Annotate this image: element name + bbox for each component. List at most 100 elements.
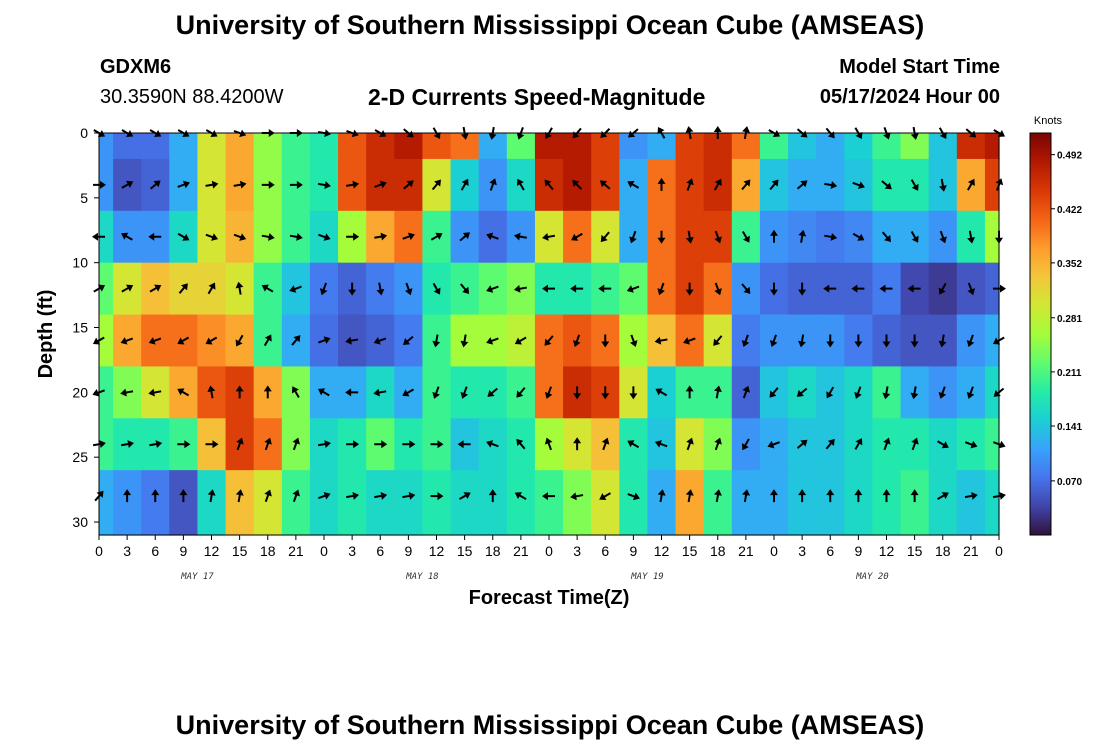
- current-arrow: [150, 180, 161, 190]
- current-arrow: [629, 230, 637, 244]
- y-tick-label: 10: [72, 255, 88, 271]
- current-arrow: [489, 178, 497, 191]
- current-arrow: [796, 180, 808, 190]
- current-arrow: [654, 336, 668, 345]
- current-arrow: [910, 179, 919, 191]
- current-arrow: [486, 232, 499, 241]
- current-arrow: [573, 437, 582, 451]
- current-arrow: [657, 282, 665, 296]
- y-tick-label: 15: [72, 320, 88, 336]
- day-label: MAY 19: [630, 572, 664, 582]
- current-arrow: [487, 387, 498, 397]
- heatmap-cell: [591, 470, 620, 536]
- current-arrow: [629, 334, 638, 348]
- x-tick-label: 21: [738, 543, 754, 559]
- current-arrow: [402, 440, 416, 449]
- current-arrow: [741, 334, 750, 348]
- current-arrow: [992, 336, 1005, 345]
- current-arrow: [542, 284, 555, 293]
- heatmap-cell: [703, 470, 733, 536]
- current-arrow: [374, 232, 388, 241]
- current-arrow: [291, 335, 301, 346]
- current-arrow: [826, 489, 835, 503]
- heatmap-cell: [619, 133, 649, 160]
- current-arrow: [767, 440, 780, 449]
- heatmap-cell: [225, 470, 255, 536]
- model-start-value: 05/17/2024 Hour 00: [819, 86, 1000, 108]
- current-arrow: [713, 489, 722, 503]
- colorbar-tick-label: 0.281: [1057, 314, 1082, 325]
- current-arrow: [627, 440, 640, 449]
- current-arrow: [685, 230, 694, 244]
- current-arrow: [403, 180, 414, 190]
- heatmap-cell: [422, 470, 452, 536]
- heatmap-cell: [225, 133, 255, 160]
- current-arrow: [373, 337, 387, 345]
- heatmap-cell: [816, 470, 845, 536]
- heatmap-cell: [984, 158, 1000, 212]
- x-tick-label: 3: [348, 543, 356, 559]
- current-arrow: [966, 334, 975, 348]
- current-arrow: [966, 386, 975, 399]
- x-tick-label: 0: [545, 543, 553, 559]
- heatmap-cell: [816, 133, 845, 160]
- heatmap-cell: [872, 470, 902, 536]
- current-arrow: [94, 490, 104, 502]
- current-arrow: [233, 180, 247, 189]
- current-arrow: [516, 178, 525, 191]
- heatmap-cell: [563, 470, 592, 536]
- current-arrow: [685, 282, 694, 296]
- x-tick-label: 12: [879, 543, 895, 559]
- heatmap-cell: [113, 470, 142, 536]
- current-arrow: [177, 180, 190, 189]
- current-arrow: [460, 126, 469, 140]
- current-arrow: [798, 282, 807, 296]
- current-arrow: [120, 388, 134, 397]
- heatmap-cell: [394, 470, 424, 536]
- colorbar-unit-label: Knots: [1034, 115, 1063, 127]
- heatmap-cell: [731, 133, 761, 160]
- x-tick-label: 12: [654, 543, 670, 559]
- current-arrow: [460, 178, 469, 191]
- current-arrow: [742, 385, 750, 399]
- x-tick-label: 0: [320, 543, 328, 559]
- current-arrow: [823, 284, 837, 293]
- heatmap-cell: [141, 470, 170, 536]
- colorbar: Knots 0.492 0.422 0.352 0.281 0.211 0.141 0.070: [1029, 115, 1082, 536]
- current-arrow: [207, 385, 216, 399]
- heatmap-cell: [309, 470, 339, 536]
- current-arrow: [883, 437, 891, 451]
- current-arrow: [516, 387, 526, 398]
- current-arrow: [798, 489, 807, 503]
- heatmap-cell: [99, 158, 114, 212]
- chart-title: University of Southern Mississippi Ocean…: [175, 10, 925, 40]
- x-tick-label: 15: [907, 543, 923, 559]
- y-tick-label: 0: [80, 125, 88, 141]
- current-arrow: [571, 232, 583, 241]
- current-arrow: [714, 282, 722, 296]
- y-tick-label: 5: [80, 190, 88, 206]
- current-arrow: [881, 180, 892, 190]
- heatmap-cell: [99, 262, 114, 316]
- heatmap-cell: [197, 133, 227, 160]
- current-arrow: [92, 232, 105, 241]
- current-arrow: [544, 335, 554, 346]
- heatmap-cell: [984, 470, 1000, 536]
- x-tick-label: 12: [204, 543, 220, 559]
- current-arrow: [177, 336, 190, 345]
- current-arrow: [291, 386, 300, 399]
- x-tick-label: 18: [485, 543, 501, 559]
- current-arrow: [542, 492, 555, 501]
- current-arrow: [402, 388, 415, 397]
- current-arrow: [430, 232, 443, 241]
- heatmap-cell: [844, 470, 874, 536]
- current-arrow: [965, 128, 977, 138]
- current-arrow: [431, 179, 441, 191]
- heatmap-cell: [984, 210, 1000, 264]
- current-arrow: [459, 232, 470, 242]
- current-arrow: [770, 489, 778, 503]
- current-arrow: [883, 127, 891, 140]
- current-arrow: [937, 492, 949, 500]
- current-arrow: [264, 489, 272, 503]
- current-arrow: [629, 386, 638, 400]
